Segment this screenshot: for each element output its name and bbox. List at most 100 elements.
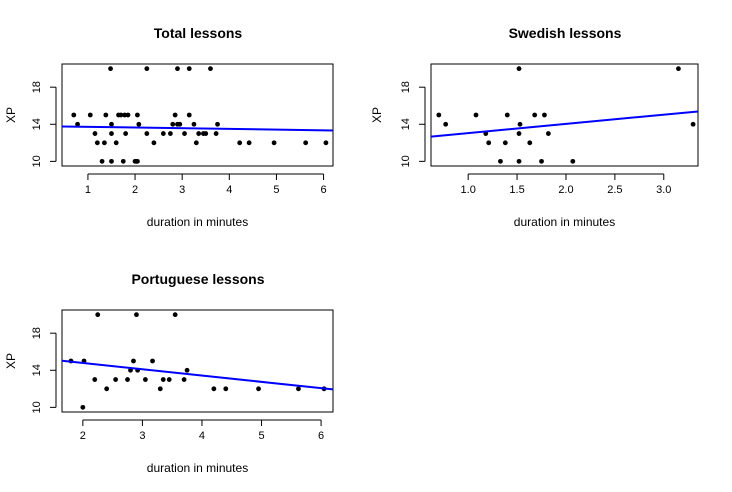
data-point	[517, 121, 523, 127]
data-point	[237, 140, 243, 146]
data-point	[75, 121, 80, 127]
x-tick-label: 4	[226, 184, 232, 196]
y-axis-label: XP	[4, 107, 18, 123]
panels: Total lessons 1 2 3 4 5 6 10 14 18 duration in min…	[4, 25, 699, 475]
data-point	[102, 140, 107, 146]
data-point	[122, 112, 128, 118]
plot-frame	[430, 63, 699, 167]
data-point	[135, 112, 140, 118]
data-point	[516, 66, 522, 72]
data-point	[157, 386, 163, 392]
x-axis-label: duration in minutes	[147, 215, 248, 229]
y-tick-label: 14	[31, 364, 43, 376]
data-point	[144, 131, 150, 136]
data-point	[527, 140, 533, 146]
data-point	[172, 112, 178, 118]
y-axis: 10 14 18	[31, 81, 57, 167]
data-point	[436, 112, 442, 118]
data-point	[170, 121, 176, 127]
data-point	[71, 112, 77, 118]
data-point	[118, 112, 124, 118]
chart-title: Total lessons	[154, 25, 243, 41]
x-tick-label: 6	[321, 184, 327, 196]
data-point	[104, 386, 110, 392]
y-tick-label: 10	[31, 401, 43, 413]
data-point	[498, 158, 503, 164]
data-point	[120, 158, 126, 164]
x-tick-label: 2	[80, 430, 86, 442]
data-point	[473, 112, 479, 118]
panel-portuguese: Portuguese lessons 2 3 4 5 6 10 14 18 duration in…	[4, 271, 334, 475]
plot-frame	[61, 63, 334, 167]
x-tick-label: 1	[85, 184, 91, 196]
regression-line	[431, 110, 698, 138]
data-point	[545, 131, 551, 136]
data-point	[87, 112, 93, 118]
data-point	[193, 140, 199, 146]
data-point	[182, 131, 187, 136]
y-axis-label: XP	[370, 107, 384, 123]
data-point	[213, 131, 219, 136]
x-tick-label: 1.0	[461, 184, 476, 196]
data-points	[71, 66, 329, 164]
data-point	[172, 312, 178, 318]
data-point	[135, 158, 140, 164]
x-tick-label: 3.0	[656, 184, 671, 196]
data-point	[303, 140, 309, 146]
data-points	[436, 66, 696, 164]
data-point	[570, 158, 576, 164]
data-point	[103, 112, 109, 118]
data-point	[542, 112, 547, 118]
data-point	[160, 131, 166, 136]
data-point	[532, 112, 538, 118]
data-point	[92, 377, 98, 382]
data-point	[256, 386, 261, 392]
regression-line	[62, 125, 333, 132]
plot-frame	[61, 309, 334, 413]
x-axis: 1 2 3 4 5 6	[85, 173, 327, 196]
data-point	[136, 121, 142, 127]
x-tick-label: 2.5	[607, 184, 622, 196]
data-point	[181, 377, 187, 382]
data-point	[196, 131, 202, 136]
regression-line	[62, 359, 333, 391]
data-point	[246, 140, 252, 146]
data-point	[223, 386, 229, 392]
y-tick-label: 18	[31, 327, 43, 339]
data-point	[211, 386, 217, 392]
y-axis-label: XP	[4, 353, 18, 369]
data-point	[150, 358, 155, 364]
x-axis: 2 3 4 5 6	[80, 419, 324, 442]
x-tick-label: 3	[179, 184, 185, 196]
data-point	[191, 121, 197, 127]
data-point	[184, 367, 190, 373]
data-point	[296, 386, 301, 392]
y-tick-label: 18	[31, 81, 43, 93]
data-point	[151, 140, 157, 146]
chart-title: Swedish lessons	[509, 25, 622, 41]
data-point	[80, 404, 86, 410]
data-point	[676, 66, 681, 72]
panel-total: Total lessons 1 2 3 4 5 6 10 14 18 duration in min…	[4, 25, 334, 229]
chart-title: Portuguese lessons	[131, 271, 264, 287]
data-point	[690, 121, 696, 127]
x-axis-label: duration in minutes	[147, 461, 248, 475]
y-tick-label: 10	[400, 155, 412, 167]
data-point	[134, 312, 139, 318]
data-points	[68, 312, 327, 410]
x-tick-label: 4	[199, 430, 205, 442]
x-tick-label: 1.5	[509, 184, 524, 196]
data-point	[108, 66, 113, 72]
x-tick-label: 2.0	[558, 184, 573, 196]
data-point	[186, 66, 192, 72]
y-tick-label: 14	[31, 118, 43, 130]
data-point	[95, 312, 101, 318]
data-point	[486, 140, 492, 146]
data-point	[131, 358, 136, 364]
data-point	[175, 66, 180, 72]
data-point	[92, 131, 98, 136]
data-point	[113, 377, 119, 382]
data-point	[539, 158, 544, 164]
data-point	[323, 140, 329, 146]
